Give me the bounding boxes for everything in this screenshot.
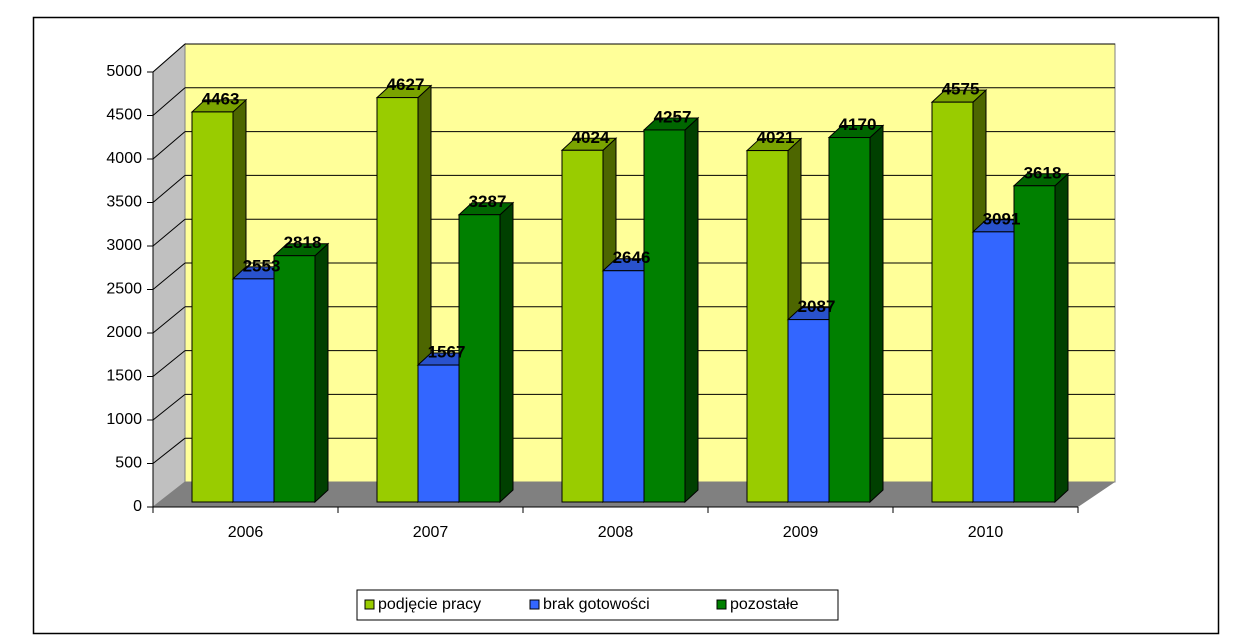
- bar: [561, 149, 604, 503]
- legend-swatch: [529, 599, 540, 610]
- data-label: 2646: [613, 248, 651, 267]
- data-label: 2553: [243, 256, 281, 275]
- x-tick-label: 2008: [598, 524, 634, 541]
- bar-side: [314, 242, 329, 504]
- legend-swatch: [364, 599, 375, 610]
- y-tick-label: 2500: [106, 281, 142, 298]
- grid-line: [152, 262, 186, 290]
- grid-line: [152, 131, 186, 160]
- data-label: 4257: [654, 107, 692, 126]
- bar: [232, 278, 275, 503]
- y-tick-label: 1500: [106, 368, 142, 385]
- bar-side: [684, 116, 699, 504]
- data-label: 4021: [757, 128, 795, 147]
- y-tick-label: 5000: [106, 63, 142, 80]
- bar-side: [499, 201, 514, 504]
- grid-line: [152, 43, 186, 73]
- y-tick-label: 2000: [106, 324, 142, 341]
- bar: [273, 255, 316, 503]
- x-tick-label: 2010: [968, 524, 1004, 541]
- x-tick-label: 2009: [783, 524, 819, 541]
- grid-line: [152, 87, 186, 116]
- grid-line: [152, 437, 186, 464]
- x-tick-label: 2007: [413, 524, 449, 541]
- y-tick-label: 0: [133, 498, 142, 515]
- bar: [746, 150, 789, 503]
- bar: [931, 101, 974, 503]
- legend-box: [356, 589, 839, 621]
- data-label: 2818: [284, 233, 322, 252]
- data-label: 3091: [983, 209, 1021, 228]
- bar: [602, 270, 645, 503]
- data-label: 4463: [202, 89, 240, 108]
- data-label: 4627: [387, 75, 425, 94]
- grid-line: [152, 306, 186, 334]
- y-tick-label: 4000: [106, 150, 142, 167]
- grid-line: [152, 350, 186, 377]
- bar: [972, 231, 1015, 503]
- bar: [787, 319, 830, 503]
- data-label: 4575: [942, 80, 980, 99]
- legend-swatch: [716, 599, 727, 610]
- y-tick-label: 3500: [106, 194, 142, 211]
- grid-line: [152, 394, 186, 421]
- grid-line: [152, 175, 186, 203]
- data-label: 2087: [798, 297, 836, 316]
- legend-label: podjęcie pracy: [378, 596, 481, 613]
- bar: [417, 364, 460, 503]
- data-label: 4024: [572, 128, 610, 147]
- legend-label: pozostałe: [730, 596, 799, 613]
- bar-side: [1054, 172, 1069, 504]
- y-tick-label: 3000: [106, 237, 142, 254]
- data-label: 1567: [428, 343, 466, 362]
- data-label: 3287: [469, 192, 507, 211]
- bar: [643, 129, 686, 503]
- grid-line: [152, 218, 186, 247]
- bar: [828, 137, 871, 503]
- data-label: 3618: [1024, 163, 1062, 182]
- y-tick-label: 500: [115, 455, 142, 472]
- x-tick-label: 2006: [228, 524, 264, 541]
- bar-side: [869, 124, 884, 504]
- y-tick-label: 1000: [106, 411, 142, 428]
- bar: [458, 214, 501, 503]
- bar: [376, 97, 419, 503]
- legend-label: brak gotowości: [543, 596, 650, 613]
- data-label: 4170: [839, 115, 877, 134]
- bar: [191, 111, 234, 503]
- bar: [1013, 185, 1056, 503]
- y-tick-label: 4500: [106, 107, 142, 124]
- side-wall: [152, 42, 186, 509]
